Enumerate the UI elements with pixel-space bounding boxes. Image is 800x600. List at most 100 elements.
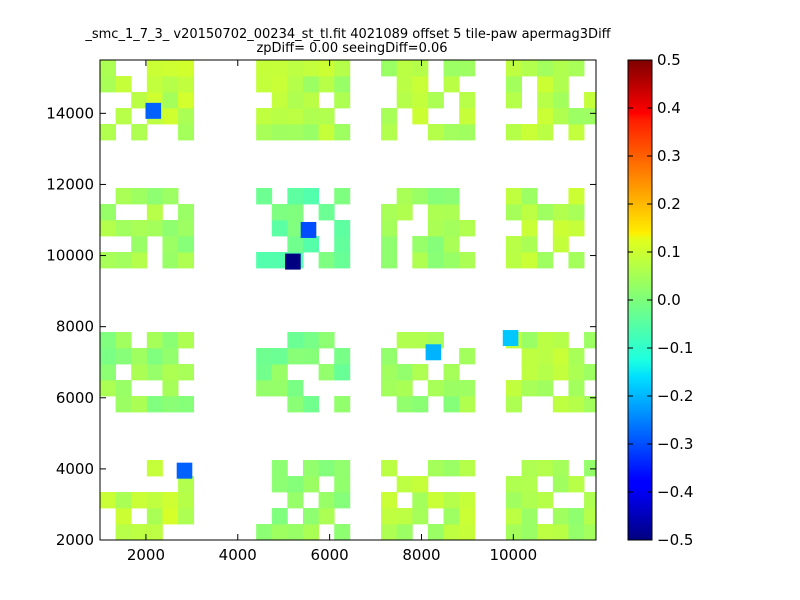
heatmap-cell — [396, 60, 413, 77]
heatmap-cell — [412, 508, 429, 525]
heatmap-cell — [302, 124, 319, 141]
heatmap-cell — [381, 124, 398, 141]
colorbar-tick-label: 0.4 — [657, 99, 681, 117]
heatmap-cell — [521, 60, 538, 77]
heatmap-cell — [521, 188, 538, 205]
heatmap-cell — [505, 60, 522, 77]
heatmap-cell — [115, 188, 132, 205]
heatmap-cell — [459, 220, 476, 237]
heatmap-cell — [162, 76, 179, 93]
heatmap-cell — [443, 220, 460, 237]
heatmap-cell — [459, 60, 476, 77]
heatmap-cell — [100, 348, 117, 365]
heatmap-cell — [302, 236, 319, 253]
chart-subtitle: zpDiff= 0.00 seeingDiff=0.06 — [256, 41, 447, 56]
heatmap-cell — [381, 204, 398, 221]
heatmap-cell — [162, 236, 179, 253]
heatmap-cell — [568, 108, 585, 125]
heatmap-cell — [256, 188, 273, 205]
heatmap-cell — [287, 220, 304, 237]
heatmap-cell — [115, 380, 132, 397]
heatmap-cell — [287, 188, 304, 205]
outlier-cell — [176, 462, 193, 479]
colorbar-tick-label: −0.1 — [657, 339, 693, 357]
heatmap-cell — [318, 108, 335, 125]
heatmap-cell — [459, 508, 476, 525]
heatmap-cell — [537, 60, 554, 77]
heatmap-cell — [584, 492, 597, 509]
heatmap-cell — [302, 396, 319, 413]
heatmap-cell — [537, 332, 554, 349]
heatmap-cell — [396, 396, 413, 413]
heatmap-cell — [521, 524, 538, 541]
colorbar-tick-label: 0.2 — [657, 195, 681, 213]
heatmap-cell — [505, 252, 522, 269]
heatmap-cell — [381, 220, 398, 237]
heatmap-cell — [505, 380, 522, 397]
x-axis: 2000 4000 6000 8000 10000 — [127, 60, 537, 564]
heatmap-cell — [443, 492, 460, 509]
heatmap-cell — [271, 252, 288, 269]
heatmap-cell — [334, 460, 351, 477]
heatmap-cell — [568, 60, 585, 77]
heatmap-cell — [443, 380, 460, 397]
heatmap-cell — [412, 476, 429, 493]
y-tick-label: 2000 — [56, 531, 94, 549]
heatmap-cell — [381, 252, 398, 269]
heatmap-cell — [318, 364, 335, 381]
heatmap-cell — [427, 524, 444, 541]
y-axis: 2000 4000 6000 8000 10000 12000 14000 — [46, 104, 596, 549]
heatmap-cell — [178, 476, 195, 493]
heatmap-cell — [396, 476, 413, 493]
heatmap-cell — [412, 188, 429, 205]
heatmap-cell — [443, 76, 460, 93]
heatmap-cell — [505, 236, 522, 253]
heatmap-cell — [443, 364, 460, 381]
heatmap-cell — [287, 92, 304, 109]
heatmap-cell — [162, 60, 179, 77]
heatmap-cell — [443, 236, 460, 253]
heatmap-cell — [146, 348, 163, 365]
heatmap-cell — [334, 220, 351, 237]
heatmap-cell — [302, 508, 319, 525]
heatmap-cell — [521, 508, 538, 525]
heatmap-cell — [568, 124, 585, 141]
heatmap-cell — [271, 204, 288, 221]
heatmap-cell — [271, 92, 288, 109]
outlier-cell — [285, 253, 301, 270]
heatmap-cell — [396, 364, 413, 381]
heatmap-cell — [381, 60, 398, 77]
y-tick-label: 6000 — [56, 389, 94, 407]
heatmap-cell — [396, 92, 413, 109]
heatmap-cell — [302, 476, 319, 493]
heatmap-cell — [146, 60, 163, 77]
heatmap-cell — [334, 492, 351, 509]
heatmap-cell — [537, 92, 554, 109]
heatmap-cell — [505, 124, 522, 141]
heatmap-cell — [115, 524, 132, 541]
heatmap-cell — [334, 124, 351, 141]
colorbar-tick-label: −0.5 — [657, 531, 693, 549]
x-tick-label: 10000 — [489, 546, 537, 564]
heatmap-cell — [100, 60, 117, 77]
heatmap-cell — [162, 332, 179, 349]
heatmap-cell — [568, 364, 585, 381]
heatmap-cell — [318, 508, 335, 525]
heatmap-cell — [412, 108, 429, 125]
outlier-cell — [300, 221, 317, 238]
heatmap-cell — [521, 348, 538, 365]
heatmap-cell — [568, 396, 585, 413]
heatmap-cell — [427, 92, 444, 109]
heatmap-cell — [100, 364, 117, 381]
heatmap-cell — [302, 76, 319, 93]
heatmap-cell — [131, 124, 148, 141]
heatmap-cell — [412, 92, 429, 109]
colorbar-tick-label: −0.2 — [657, 387, 693, 405]
heatmap-cell — [443, 252, 460, 269]
heatmap-cell — [271, 60, 288, 77]
heatmap-cell — [443, 204, 460, 221]
heatmap-cell — [552, 220, 569, 237]
heatmap-cell — [256, 380, 273, 397]
heatmap-cell — [256, 108, 273, 125]
heatmap-cell — [131, 348, 148, 365]
